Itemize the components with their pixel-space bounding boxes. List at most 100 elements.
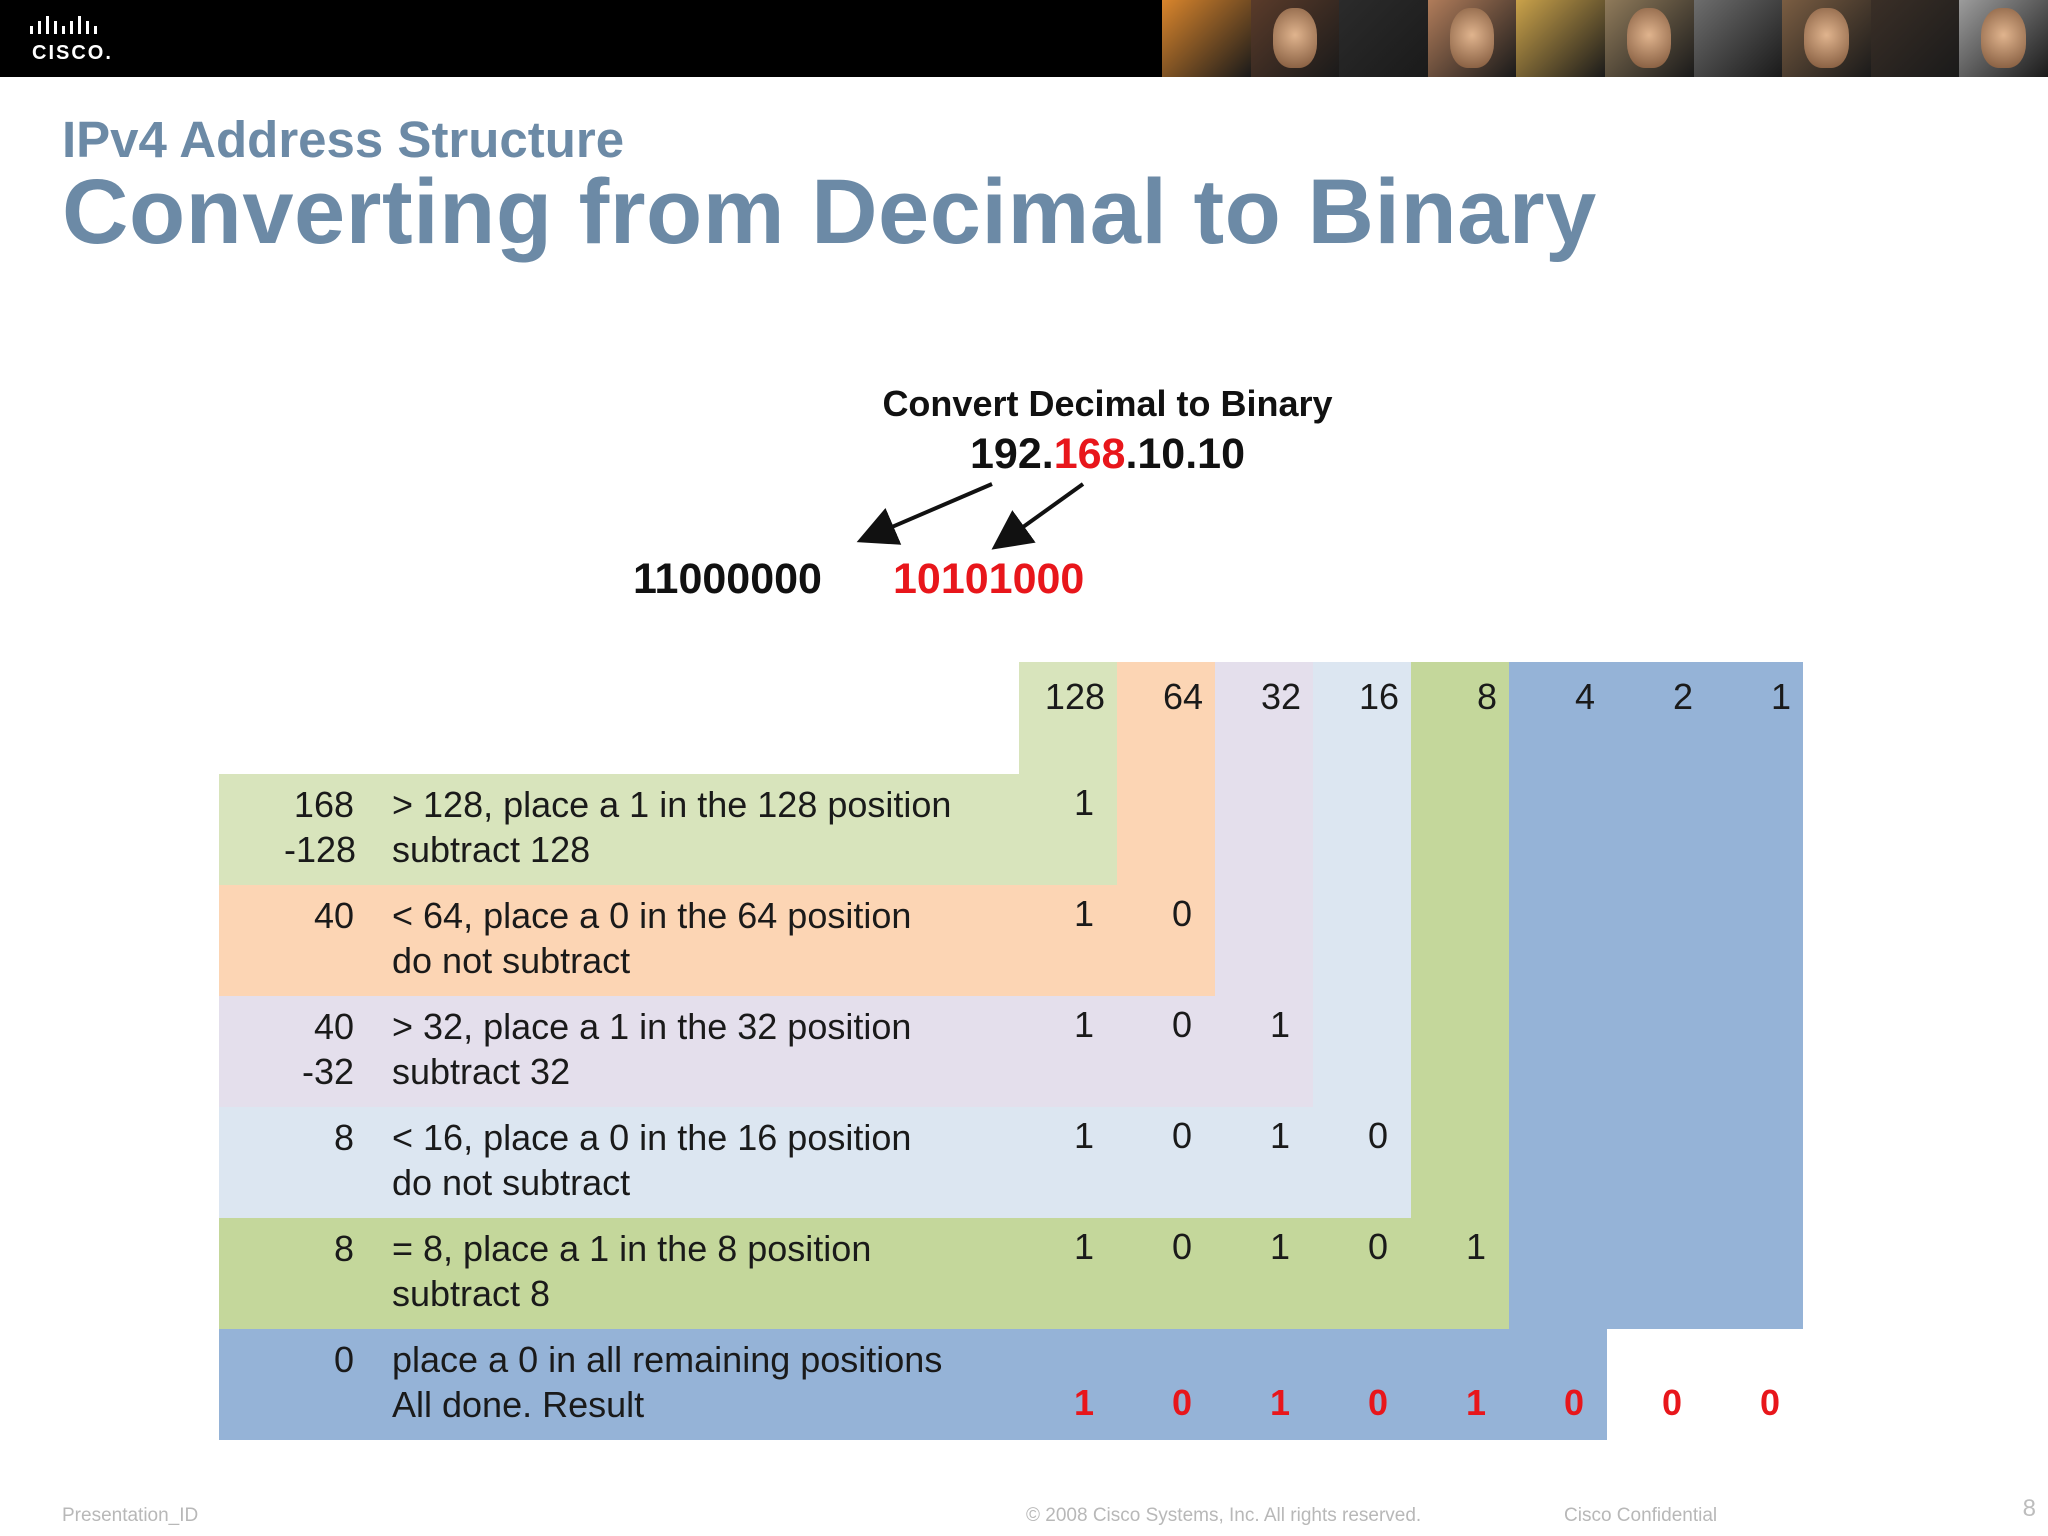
row-bit: 0: [1367, 1226, 1389, 1267]
column-header-cell: [1607, 662, 1705, 774]
column-header-cell: [1509, 662, 1607, 774]
column-header-cell: [1313, 662, 1411, 774]
header-photo: [1870, 0, 1960, 77]
header-photo: [1162, 0, 1251, 77]
binary-second-octet: 10101000: [893, 555, 1085, 603]
photo-face: [1449, 8, 1495, 68]
photo-face: [1272, 8, 1318, 68]
place-value-header: 2: [1672, 676, 1693, 717]
row-bit: 1: [1073, 1004, 1095, 1045]
row-band: [219, 774, 1117, 885]
ip-part-2: .10.10: [1125, 430, 1245, 478]
page-number: 8: [2022, 1495, 2036, 1522]
row-value: 0: [333, 1339, 354, 1380]
header-bar: CISCO.: [0, 0, 2048, 77]
photo-face: [1981, 8, 2026, 68]
row-step-text: place a 0 in all remaining positions: [392, 1339, 943, 1380]
row-bit: 1: [1073, 893, 1095, 934]
arrow-icon: [991, 482, 1085, 550]
row-band: [219, 1218, 1509, 1329]
row-step-text: > 128, place a 1 in the 128 position: [392, 784, 952, 825]
column-band: [1705, 774, 1803, 1329]
photo-face: [1804, 8, 1849, 68]
column-band: [1411, 774, 1509, 1218]
diagram-heading: Convert Decimal to Binary: [882, 383, 1333, 424]
result-bit: 0: [1661, 1382, 1683, 1423]
row-step-subtext: subtract 128: [392, 829, 591, 870]
place-value-header: 128: [1044, 676, 1105, 717]
column-header-cell: [1215, 662, 1313, 774]
row-bit: 0: [1171, 1115, 1193, 1156]
row-bit: 1: [1269, 1115, 1291, 1156]
row-step-text: = 8, place a 1 in the 8 position: [392, 1228, 872, 1269]
header-photo-strip: [1162, 0, 2048, 77]
row-bit: 1: [1465, 1226, 1487, 1267]
result-bit: 0: [1171, 1382, 1193, 1423]
column-band: [1509, 774, 1607, 1329]
ip-part-1: 192.: [969, 430, 1054, 478]
row-value: 168: [293, 784, 354, 825]
cisco-logo-text: CISCO.: [32, 42, 113, 64]
row-subtracted-value: -32: [301, 1051, 354, 1092]
header-photo: [1959, 0, 2048, 77]
ip-highlight-octet: 168: [1053, 430, 1126, 478]
row-value: 40: [313, 895, 354, 936]
header-photo: [1782, 0, 1871, 77]
row-value: 40: [313, 1006, 354, 1047]
result-bit: 1: [1465, 1382, 1487, 1423]
footer-confidential: Cisco Confidential: [1564, 1505, 1718, 1526]
header-photo: [1427, 0, 1517, 77]
footer-presentation-id: Presentation_ID: [62, 1505, 199, 1526]
arrow-icon: [856, 482, 993, 545]
row-step-subtext: All done. Result: [392, 1384, 645, 1425]
row-step-text: > 32, place a 1 in the 32 position: [392, 1006, 912, 1047]
row-subtracted-value: -128: [284, 829, 357, 870]
cisco-logo: CISCO.: [28, 12, 128, 67]
column-header-cell: [1411, 662, 1509, 774]
row-bit: 0: [1367, 1115, 1389, 1156]
column-header-cell: [1117, 662, 1215, 774]
row-bit: 0: [1171, 1226, 1193, 1267]
place-value-header: 32: [1260, 676, 1301, 717]
column-band: [1607, 774, 1705, 1329]
header-photo: [1604, 0, 1694, 77]
result-bit: 0: [1563, 1382, 1585, 1423]
header-photo: [1250, 0, 1340, 77]
row-step-subtext: do not subtract: [392, 1162, 631, 1203]
header-photo: [1339, 0, 1428, 77]
column-band: [1117, 774, 1215, 885]
row-step-text: < 16, place a 0 in the 16 position: [392, 1117, 912, 1158]
row-bit: 1: [1073, 1115, 1095, 1156]
ip-address: 192.168.10.10: [800, 430, 1415, 479]
header-photo: [1516, 0, 1605, 77]
row-bit: 1: [1269, 1226, 1291, 1267]
column-header-cell: [1705, 662, 1803, 774]
cisco-bridge-icon: [30, 16, 97, 34]
row-value: 8: [333, 1117, 354, 1158]
footer-copyright: © 2008 Cisco Systems, Inc. All rights re…: [1026, 1505, 1422, 1526]
row-bit: 0: [1171, 893, 1193, 934]
result-bit: 1: [1073, 1382, 1095, 1423]
row-band: [219, 1329, 1607, 1440]
section-title: IPv4 Address Structure: [62, 111, 625, 168]
row-bit: 1: [1073, 1226, 1095, 1267]
place-value-header: 1: [1770, 676, 1791, 717]
row-bit: 1: [1073, 782, 1095, 823]
column-band: [1215, 774, 1313, 996]
row-band: [219, 885, 1215, 996]
page-title: Converting from Decimal to Binary: [62, 161, 1597, 263]
result-bit: 1: [1269, 1382, 1291, 1423]
binary-first-octet: 11000000: [633, 555, 822, 603]
place-value-header: 8: [1476, 676, 1497, 717]
place-value-header: 4: [1574, 676, 1595, 717]
column-header-cell: [1019, 662, 1117, 774]
row-bit: 0: [1171, 1004, 1193, 1045]
result-bit: 0: [1759, 1382, 1781, 1423]
row-band: [219, 1107, 1411, 1218]
row-bit: 1: [1269, 1004, 1291, 1045]
result-bit: 0: [1367, 1382, 1389, 1423]
row-step-text: < 64, place a 0 in the 64 position: [392, 895, 912, 936]
column-band: [1313, 774, 1411, 1107]
row-band: [219, 996, 1313, 1107]
